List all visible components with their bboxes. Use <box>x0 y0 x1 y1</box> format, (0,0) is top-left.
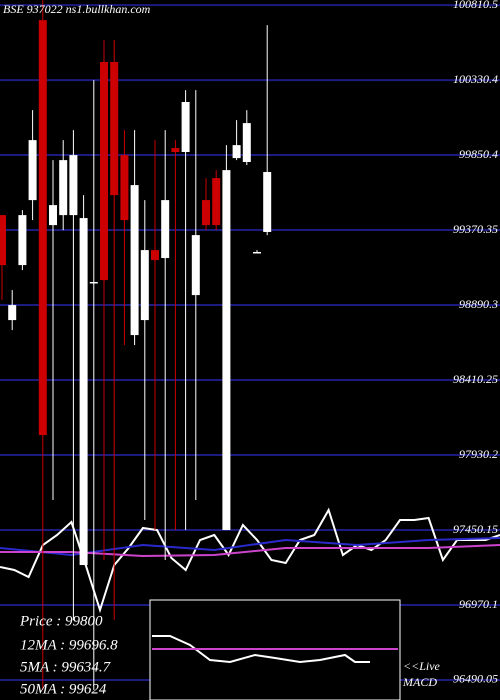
y-tick-label: 100810.5 <box>453 0 498 11</box>
candle-body <box>49 205 57 226</box>
candle-body <box>28 140 37 201</box>
candle-body <box>212 178 221 226</box>
candle-body <box>232 145 241 159</box>
candle-body <box>161 200 170 259</box>
candle-body <box>171 148 180 152</box>
y-tick-label: 98410.25 <box>453 372 498 386</box>
candle-body <box>140 250 149 321</box>
candle-body <box>191 235 200 296</box>
info-50ma: 50MA : 99624 <box>20 681 107 697</box>
candle-body <box>100 62 108 281</box>
y-tick-label: 99850.4 <box>459 147 498 161</box>
y-tick-label: 98890.3 <box>459 297 498 311</box>
candle-body <box>89 281 98 284</box>
candle-body <box>151 250 159 261</box>
macd-line <box>152 635 370 664</box>
candle-body <box>59 160 68 216</box>
macd-live-label: <<Live <box>403 659 441 673</box>
info-5ma: 5MA : 99634.7 <box>20 659 112 675</box>
candle-body <box>8 305 17 321</box>
candle-body <box>69 155 78 216</box>
y-tick-label: 96970.1 <box>459 597 498 611</box>
candle-body <box>120 155 129 221</box>
candle-body <box>79 218 88 566</box>
macd-label: MACD <box>402 675 437 689</box>
candle-body <box>263 171 272 232</box>
y-tick-label: 96490.05 <box>453 672 498 686</box>
y-tick-label: 97930.2 <box>459 447 498 461</box>
candle-body <box>130 185 139 336</box>
y-tick-label: 100330.4 <box>453 72 498 86</box>
y-tick-label: 97450.15 <box>453 522 498 536</box>
candle-body <box>222 170 231 531</box>
chart-title: BSE 937022 ns1.bullkhan.com <box>3 2 151 16</box>
candle-body <box>202 200 210 226</box>
candle-body <box>242 123 251 162</box>
candle-body <box>0 215 6 266</box>
candle-body <box>253 251 261 254</box>
info-12ma: 12MA : 99696.8 <box>20 637 118 653</box>
candle-body <box>110 62 119 196</box>
info-price: Price : 99800 <box>19 613 103 629</box>
candle-body <box>18 215 27 266</box>
y-tick-label: 99370.35 <box>453 222 498 236</box>
candle-body <box>38 20 47 436</box>
candle-body <box>181 102 190 152</box>
